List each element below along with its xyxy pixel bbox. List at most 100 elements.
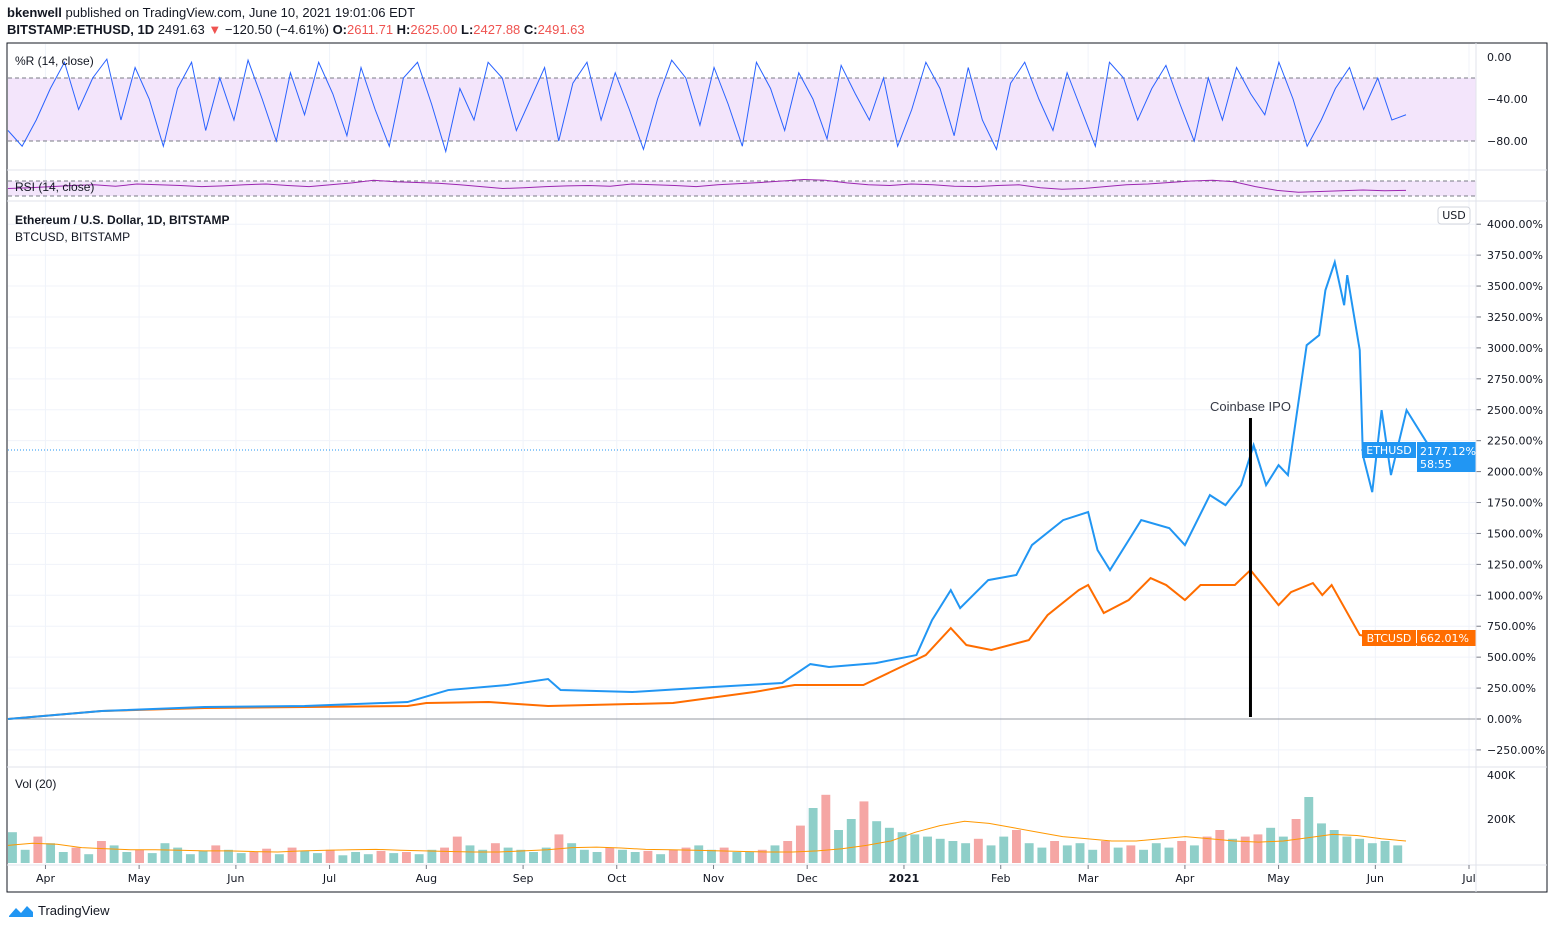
volume-bar xyxy=(770,845,780,863)
open-label: O: xyxy=(332,22,348,37)
volume-bar xyxy=(872,821,882,863)
volume-bar xyxy=(999,836,1009,863)
low-value: 2427.88 xyxy=(473,22,521,37)
volume-bar xyxy=(1151,843,1161,863)
volume-bar xyxy=(1164,847,1174,863)
volume-bar xyxy=(668,849,678,863)
volume-bar xyxy=(1240,836,1250,863)
author-name[interactable]: bkenwell xyxy=(7,5,62,20)
time-axis-tick: 2021 xyxy=(889,872,920,885)
volume-bar xyxy=(300,850,310,863)
time-axis-tick: Oct xyxy=(607,872,627,885)
volume-bar xyxy=(579,849,589,863)
coinbase-ipo-annotation[interactable]: Coinbase IPO xyxy=(1210,399,1291,414)
volume-bar xyxy=(274,854,284,863)
currency-button[interactable] xyxy=(1437,206,1471,225)
volume-bar xyxy=(1317,823,1326,863)
currency-label[interactable]: USD xyxy=(1442,209,1466,222)
volume-bar xyxy=(389,853,399,863)
price-axis-tick: 2250.00% xyxy=(1487,435,1543,448)
volume-bar xyxy=(1228,838,1237,863)
high-label: H: xyxy=(396,22,411,37)
ethusd-tag-label: ETHUSD xyxy=(1366,444,1411,457)
volume-bar xyxy=(643,850,653,863)
volume-bar xyxy=(795,825,805,863)
williams-band xyxy=(8,78,1476,141)
volume-bar xyxy=(694,845,704,863)
volume-bar xyxy=(707,849,716,863)
volume-bar xyxy=(1393,845,1403,863)
volume-bar xyxy=(516,849,526,863)
volume-bar xyxy=(1304,797,1314,863)
rsi-band xyxy=(8,181,1476,196)
time-axis-tick: Jul xyxy=(322,872,336,885)
volume-bar xyxy=(224,849,233,863)
price-axis-tick: 750.00% xyxy=(1487,620,1536,633)
volume-bar xyxy=(1355,838,1365,863)
price-axis-tick: 500.00% xyxy=(1487,651,1536,664)
price-axis-tick: 250.00% xyxy=(1487,682,1536,695)
volume-bar xyxy=(656,854,666,863)
volume-bar xyxy=(1215,830,1225,863)
volume-bar xyxy=(465,845,475,863)
volume-bar xyxy=(33,836,43,863)
price-axis-tick: 2750.00% xyxy=(1487,373,1543,386)
volume-bar xyxy=(58,852,68,863)
tradingview-footer: TradingView xyxy=(8,903,110,918)
volume-bar xyxy=(20,849,30,863)
volume-bar xyxy=(1329,830,1339,863)
volume-bar xyxy=(1177,841,1187,863)
tradingview-brand: TradingView xyxy=(38,903,110,918)
williams-axis-tick: −40.00 xyxy=(1487,93,1528,106)
volume-bar xyxy=(236,853,246,863)
btcusd-line xyxy=(7,568,1433,720)
volume-bar xyxy=(630,852,640,863)
volume-bar xyxy=(313,853,322,863)
volume-bar xyxy=(618,849,627,863)
rsi-line xyxy=(7,178,1407,193)
volume-bar xyxy=(198,850,208,863)
btcusd-tag-label: BTCUSD xyxy=(1367,632,1412,645)
volume-bar xyxy=(249,852,259,863)
volume-bar xyxy=(948,841,958,863)
volume-bar xyxy=(262,848,272,863)
volume-bar xyxy=(681,847,691,863)
price-axis-tick: 3000.00% xyxy=(1487,342,1543,355)
price-axis-tick: 1250.00% xyxy=(1487,558,1543,571)
price-axis-tick: 3250.00% xyxy=(1487,311,1543,324)
volume-bar xyxy=(1100,841,1110,863)
volume-bar xyxy=(1266,827,1276,863)
volume-bar xyxy=(287,847,297,863)
price-axis-tick: 1750.00% xyxy=(1487,497,1543,510)
price-axis-tick: 1000.00% xyxy=(1487,589,1543,602)
low-label: L: xyxy=(461,22,474,37)
volume-bar xyxy=(109,845,119,863)
price-axis-tick: 2000.00% xyxy=(1487,466,1543,479)
time-axis[interactable]: Apr May Jun Jul Aug Sep Oct Nov Dec 2021 Feb Mar Apr… xyxy=(36,865,1476,885)
volume-bar xyxy=(338,855,348,863)
volume-bar xyxy=(401,852,411,863)
price-axis-tick: −250.00% xyxy=(1487,744,1545,757)
volume-bar xyxy=(1342,836,1352,863)
time-axis-tick: Apr xyxy=(36,872,56,885)
time-axis-tick: Jun xyxy=(226,872,244,885)
williams-r-line xyxy=(7,57,1407,154)
volume-bar xyxy=(185,854,195,863)
volume-bar xyxy=(592,852,602,863)
time-axis-tick: Mar xyxy=(1078,872,1099,885)
time-axis-tick: Jul xyxy=(1461,872,1475,885)
volume-bar xyxy=(859,801,869,863)
price-axis-tick: 1500.00% xyxy=(1487,527,1543,540)
btcusd-last-value: 662.01% xyxy=(1420,632,1469,645)
publish-text: published on TradingView.com, June 10, 2… xyxy=(65,5,416,20)
rsi-title: RSI (14, close) xyxy=(15,180,94,194)
time-axis-tick: Jun xyxy=(1366,872,1384,885)
volume-bar xyxy=(923,836,932,863)
time-axis-tick: Nov xyxy=(703,872,725,885)
volume-bar xyxy=(211,845,221,863)
volume-bar xyxy=(160,843,170,863)
volume-bar xyxy=(1037,847,1047,863)
volume-bar xyxy=(135,849,144,863)
volume-bar xyxy=(440,847,450,863)
